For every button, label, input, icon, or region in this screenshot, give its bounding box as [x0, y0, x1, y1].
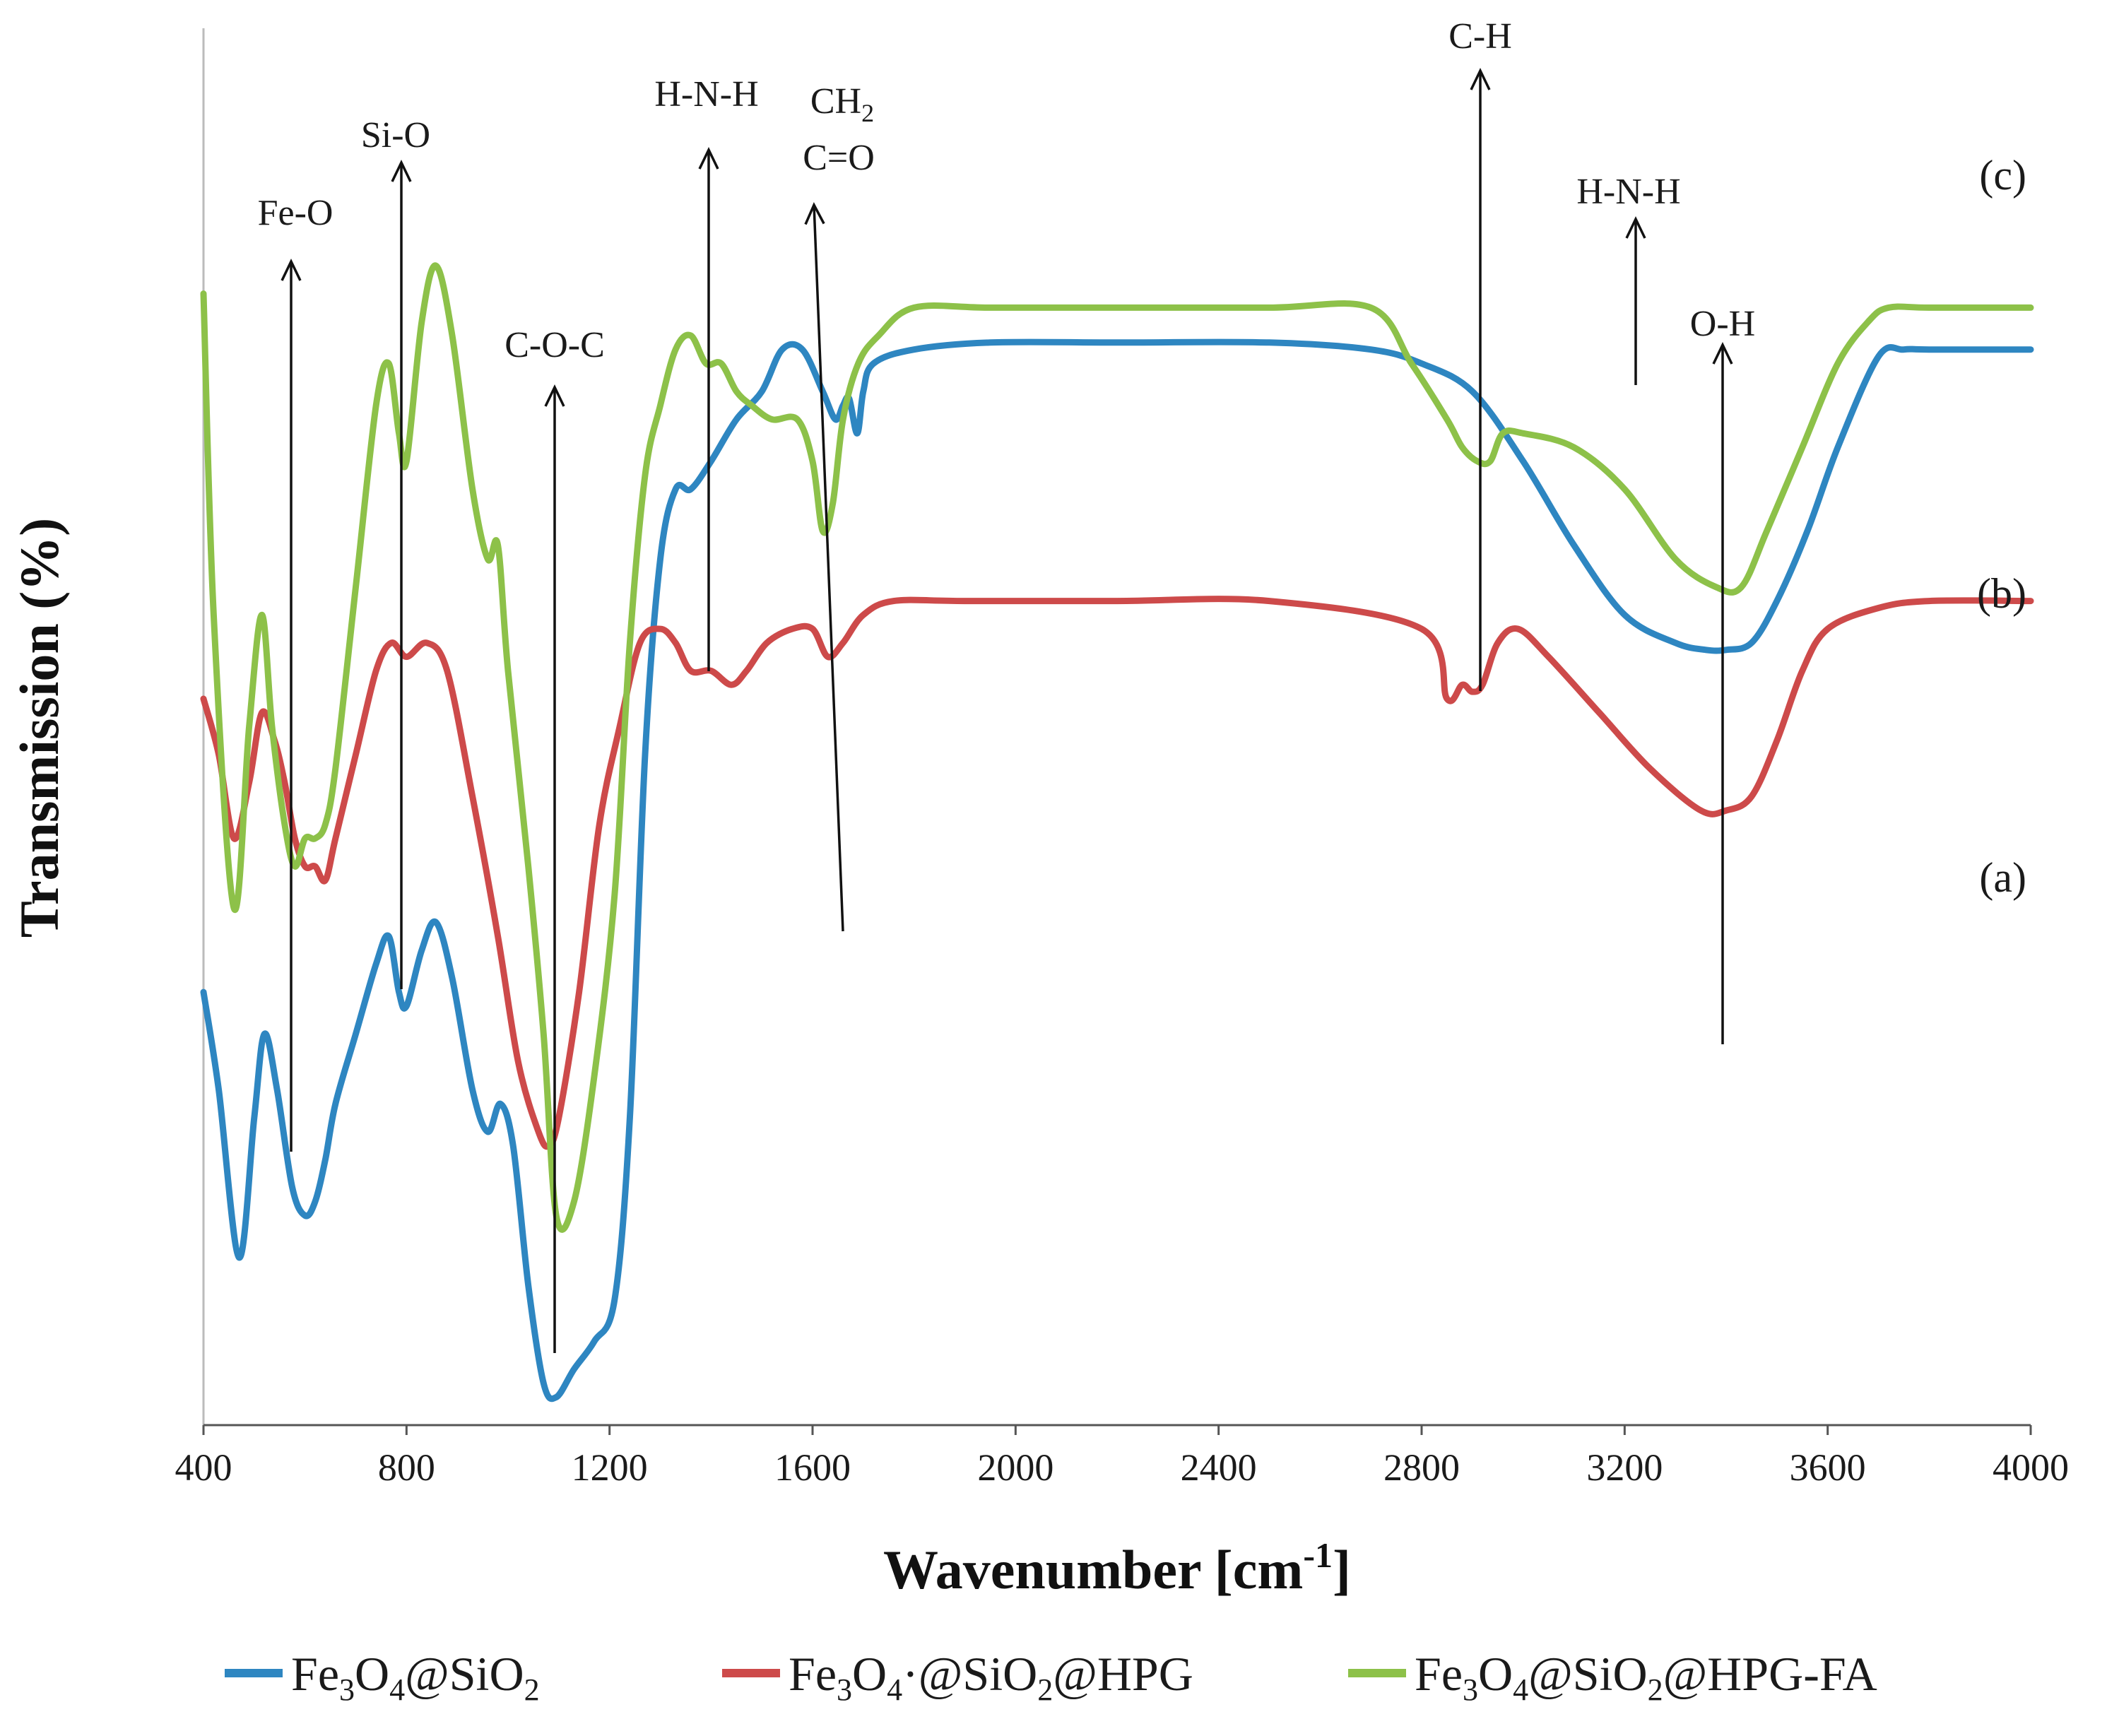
annotation-arrow-head: [1712, 341, 1733, 365]
x-axis-title-sup: -1: [1303, 1535, 1333, 1575]
series-group: [200, 262, 2034, 1403]
x-axis-title: Wavenumber [cm-1]: [883, 1535, 1351, 1600]
annotation-label: O-H: [1690, 304, 1755, 344]
x-tick-label: 2800: [1383, 1446, 1460, 1489]
annotation-label: C-H: [1448, 16, 1512, 57]
annotation-arrow-head: [391, 159, 412, 182]
annotation-arrow-head: [1470, 67, 1491, 90]
annotation-arrow-head: [1625, 215, 1646, 239]
x-tick-label: 1200: [572, 1446, 648, 1489]
series-line-b: [200, 596, 2034, 1150]
x-tick-label: 3200: [1586, 1446, 1663, 1489]
x-tick-label: 3600: [1790, 1446, 1866, 1489]
y-axis-title: Transmission (%): [8, 518, 70, 938]
annotation-arrow-head: [698, 146, 719, 170]
x-axis-title-end: ]: [1333, 1539, 1351, 1600]
legend-label-c: Fe3O4@SiO2@HPG-FA: [1415, 1647, 1877, 1707]
curve-label-a: (a): [1979, 854, 2026, 901]
annotation-arrow-head: [544, 384, 565, 407]
x-tick-label: 1600: [774, 1446, 851, 1489]
annotation-label: Fe-O: [258, 193, 334, 233]
series-line-c: [200, 262, 2034, 1233]
annotation-arrow-shaft: [813, 204, 844, 932]
annotation-label: Si-O: [361, 115, 430, 155]
x-tick-label: 800: [378, 1446, 435, 1489]
legend: Fe3O4@SiO2 Fe3O4·@SiO2@HPG Fe3O4@SiO2@HP…: [225, 1647, 1877, 1707]
annotation-label: C=O: [803, 138, 875, 178]
annotation-arrow-head: [804, 201, 825, 225]
series-line-a: [200, 338, 2034, 1403]
curve-label-b: (b): [1977, 570, 2026, 617]
annotation-group: Fe-O Si-O C-O-C H-N-H C=O C-H H-N-H O-H CH2: [258, 16, 1755, 1353]
annotation-label-ch2: CH2: [810, 81, 874, 127]
annotation-label: H-N-H: [1576, 172, 1680, 212]
legend-label-a: Fe3O4@SiO2: [291, 1647, 540, 1707]
curve-label-c: (c): [1979, 152, 2026, 199]
x-axis-title-main: Wavenumber [cm: [883, 1539, 1303, 1600]
legend-label-b: Fe3O4·@SiO2@HPG: [789, 1647, 1193, 1707]
x-tick-label: 2000: [977, 1446, 1054, 1489]
annotation-label: H-N-H: [654, 74, 758, 114]
annotation-label: C-O-C: [504, 325, 605, 365]
x-tick-label: 4000: [1993, 1446, 2069, 1489]
annotation-arrow-head: [281, 258, 302, 281]
x-tick-group: 400 800 1200 1600 2000 2400 2800 3200 3600 4000: [175, 1425, 2069, 1489]
x-tick-label: 2400: [1181, 1446, 1257, 1489]
x-tick-label: 400: [175, 1446, 232, 1489]
